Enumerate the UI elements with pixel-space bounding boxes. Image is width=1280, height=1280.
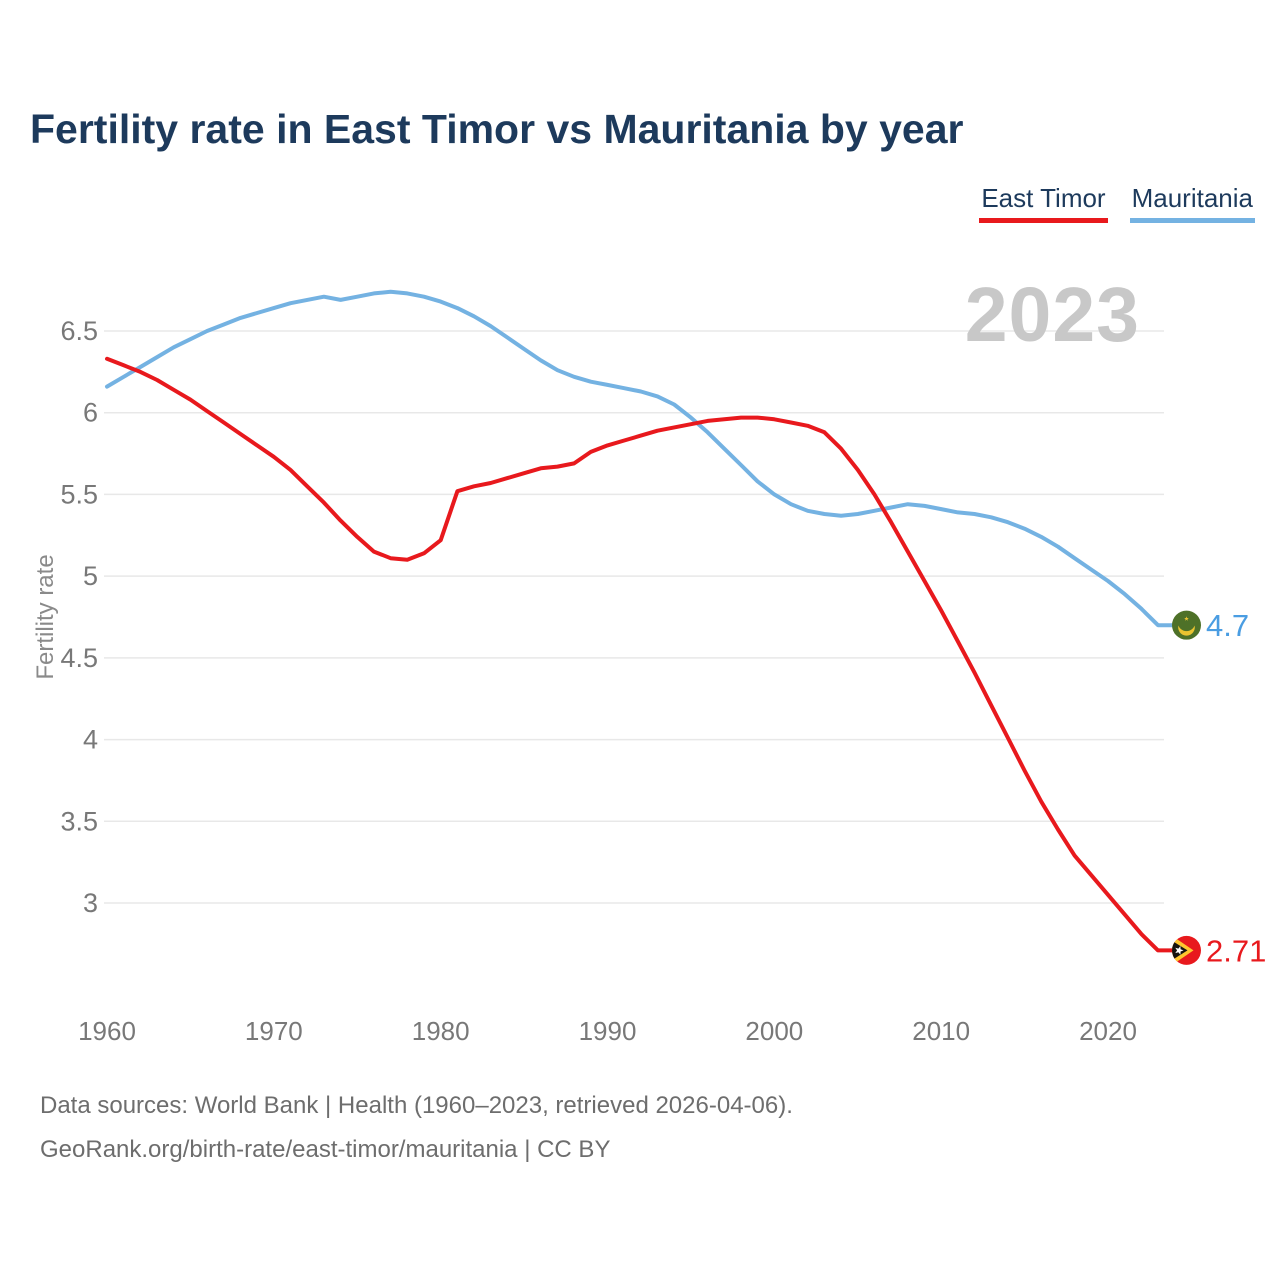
end-value-label-east-timor: 2.71 bbox=[1206, 933, 1266, 968]
legend-item-east-timor[interactable]: East Timor bbox=[979, 183, 1108, 223]
y-tick-label: 5.5 bbox=[60, 479, 98, 509]
y-tick-label: 4 bbox=[83, 725, 98, 755]
x-tick-label: 2020 bbox=[1079, 1016, 1137, 1046]
footer-source-line: Data sources: World Bank | Health (1960–… bbox=[40, 1092, 793, 1119]
footer: Data sources: World Bank | Health (1960–… bbox=[40, 1084, 793, 1172]
watermark-year: 2023 bbox=[964, 272, 1140, 358]
x-tick-label: 1960 bbox=[78, 1016, 136, 1046]
y-tick-label: 6.5 bbox=[60, 316, 98, 346]
legend: East Timor Mauritania bbox=[979, 183, 1255, 223]
y-axis-title: Fertility rate bbox=[32, 554, 59, 680]
footer-attribution-line: GeoRank.org/birth-rate/east-timor/maurit… bbox=[40, 1136, 611, 1163]
x-tick-label: 2010 bbox=[912, 1016, 970, 1046]
page-title: Fertility rate in East Timor vs Mauritan… bbox=[30, 106, 964, 152]
x-tick-label: 1970 bbox=[245, 1016, 303, 1046]
y-tick-label: 6 bbox=[83, 398, 98, 428]
x-tick-label: 1990 bbox=[579, 1016, 637, 1046]
y-tick-label: 3 bbox=[83, 888, 98, 918]
series-line-mauritania bbox=[105, 289, 1175, 628]
east-timor-flag-icon bbox=[1172, 935, 1201, 965]
x-tick-label: 2000 bbox=[745, 1016, 803, 1046]
y-tick-label: 4.5 bbox=[60, 643, 98, 673]
x-tick-label: 1980 bbox=[412, 1016, 470, 1046]
y-tick-label: 5 bbox=[83, 561, 98, 591]
legend-item-mauritania[interactable]: Mauritania bbox=[1129, 183, 1255, 223]
mauritania-flag-icon bbox=[1172, 610, 1201, 640]
end-value-label-mauritania: 4.7 bbox=[1206, 608, 1249, 643]
series-line-east-timor bbox=[105, 356, 1175, 953]
y-tick-label: 3.5 bbox=[60, 806, 98, 836]
